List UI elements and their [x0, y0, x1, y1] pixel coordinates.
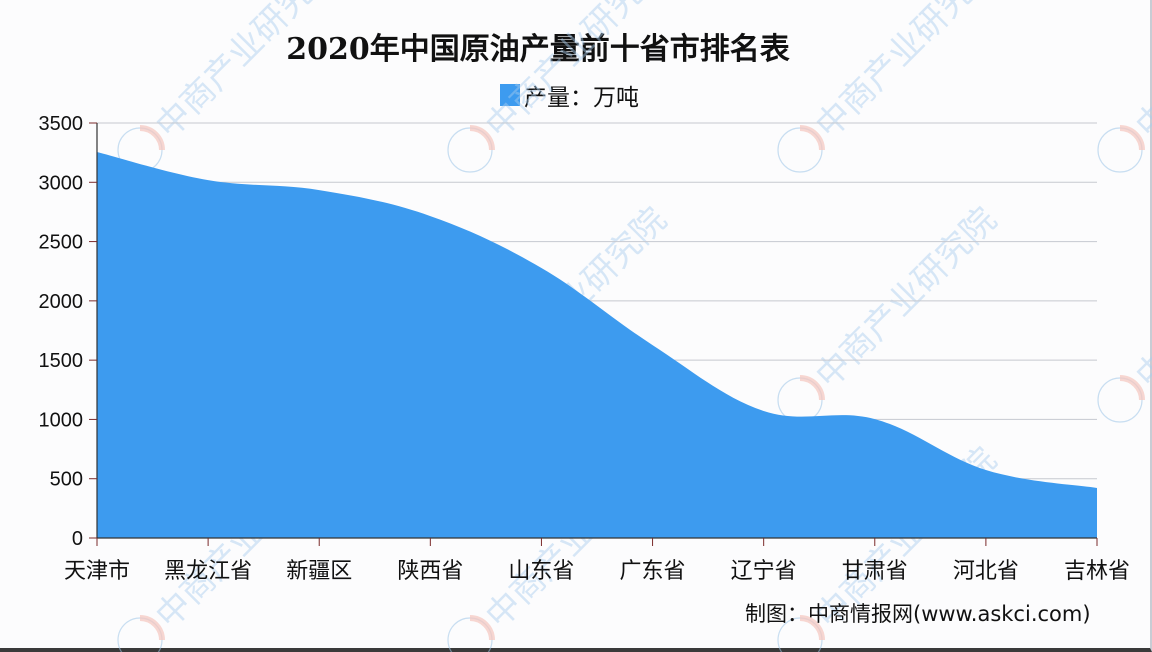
x-tick-label: 天津市: [64, 559, 130, 584]
x-tick-label: 甘肃省: [842, 559, 908, 584]
watermark: 中商产业研究院: [1097, 0, 1152, 173]
x-tick-label: 黑龙江省: [164, 559, 252, 584]
y-tick-label: 1000: [39, 409, 84, 431]
legend-label: 产量：万吨: [524, 85, 639, 111]
svg-text:中商产业研究院: 中商产业研究院: [1128, 200, 1152, 397]
y-tick-label: 1500: [39, 350, 84, 372]
source-credit: 制图：中商情报网(www.askci.com): [745, 602, 1091, 626]
svg-text:中商产业研究院: 中商产业研究院: [1128, 0, 1152, 146]
svg-text:中商产业研究院: 中商产业研究院: [808, 200, 1005, 397]
x-tick-label: 陕西省: [397, 559, 463, 584]
y-tick-label: 500: [50, 469, 83, 491]
svg-text:中商产业研究院: 中商产业研究院: [808, 0, 1005, 146]
x-tick-label: 辽宁省: [731, 559, 797, 584]
x-tick-label: 新疆区: [286, 559, 352, 584]
y-tick-label: 3500: [39, 113, 84, 135]
y-tick-label: 0: [72, 528, 83, 550]
watermark: 中商产业研究院: [777, 0, 1005, 173]
chart-legend: 产量：万吨: [500, 80, 639, 111]
y-tick-label: 3000: [39, 172, 84, 194]
watermark: 中商产业研究院: [117, 0, 345, 173]
area-series-production: [97, 152, 1097, 539]
svg-text:中商产业研究院: 中商产业研究院: [148, 0, 345, 146]
legend-swatch: [500, 84, 520, 106]
axes: [96, 123, 1097, 539]
svg-text:中商产业研究院: 中商产业研究院: [478, 0, 675, 146]
y-axis-ticks: 0 500 1000 1500 2000 2500 3000 3500: [39, 113, 97, 550]
y-tick-label: 2000: [39, 291, 84, 313]
x-tick-label: 吉林省: [1064, 559, 1130, 584]
x-axis-ticks: 天津市 黑龙江省 新疆区 陕西省 山东省 广东省 辽宁省 甘肃省 河北省 吉林省: [64, 538, 1130, 584]
watermark: 中商产业研究院: [1097, 200, 1152, 423]
x-tick-label: 河北省: [953, 559, 1019, 584]
x-tick-label: 山东省: [508, 559, 574, 584]
x-tick-label: 广东省: [620, 559, 686, 584]
y-tick-label: 2500: [39, 232, 84, 254]
chart-title: 2020年中国原油产量前十省市排名表: [286, 32, 790, 67]
watermark: 中商产业研究院: [447, 0, 675, 173]
watermark: 中商产业研究院: [777, 200, 1005, 423]
